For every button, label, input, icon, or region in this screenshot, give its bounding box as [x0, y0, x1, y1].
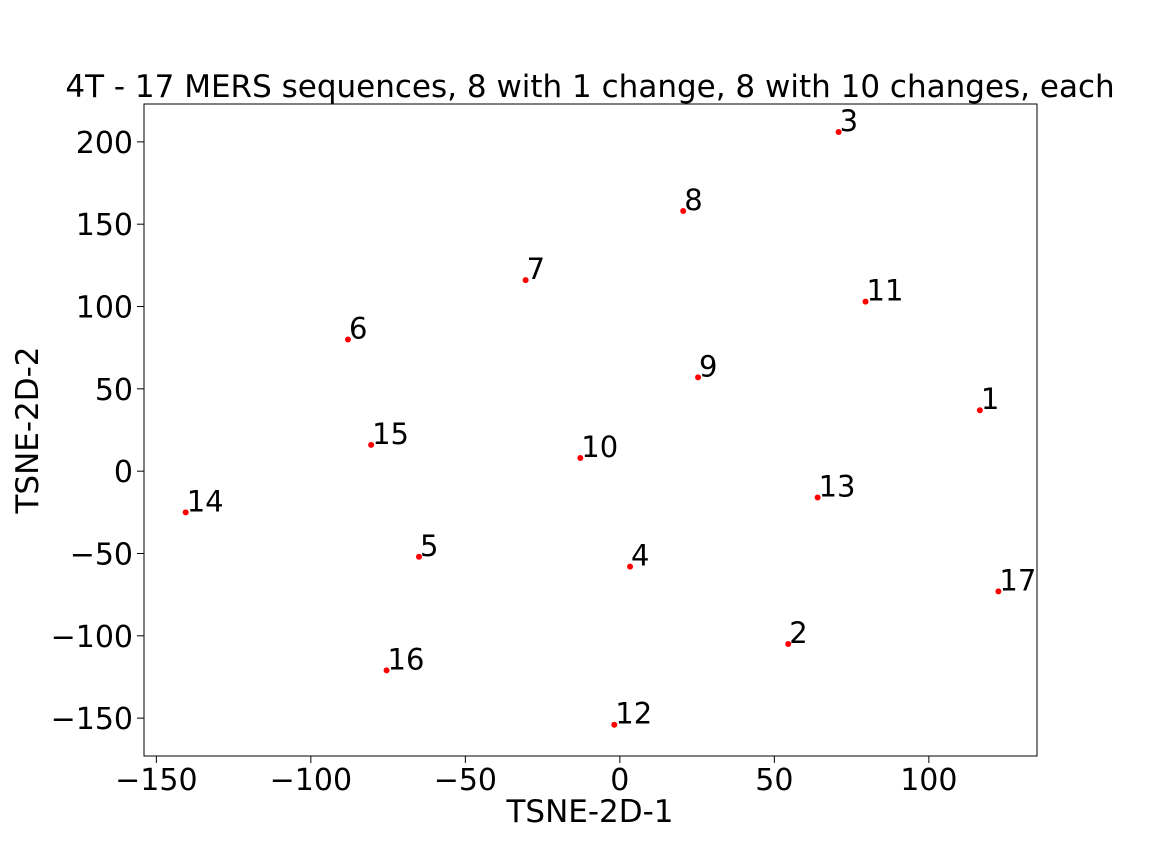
y-tick-label: 50 — [95, 373, 133, 408]
y-tick-label: −150 — [51, 702, 133, 737]
point-label: 12 — [615, 697, 652, 731]
point-label: 5 — [420, 529, 438, 563]
data-point — [995, 588, 1002, 595]
chart-title: 4T - 17 MERS sequences, 8 with 1 change,… — [65, 69, 1114, 105]
data-point — [695, 374, 702, 381]
x-tick-label: −50 — [434, 763, 497, 798]
x-axis: −150 −100 −50 0 50 100 — [115, 756, 957, 798]
y-tick-label: 0 — [114, 455, 133, 490]
y-tick-label: −100 — [51, 620, 133, 655]
point-label: 17 — [999, 563, 1036, 597]
point-label: 10 — [581, 430, 618, 464]
data-point — [522, 277, 529, 284]
point-label: 3 — [840, 104, 858, 138]
data-point — [182, 509, 189, 516]
x-axis-label: TSNE-2D-1 — [505, 794, 673, 830]
point-label: 13 — [819, 470, 856, 504]
data-point — [835, 128, 842, 135]
data-point — [976, 407, 983, 414]
point-label: 9 — [699, 349, 717, 383]
y-tick-label: −50 — [70, 537, 133, 572]
point-label: 16 — [388, 642, 425, 676]
data-point — [383, 667, 390, 674]
data-point — [862, 298, 869, 305]
point-label: 8 — [684, 183, 702, 217]
point-label: 4 — [631, 539, 649, 573]
point-label: 6 — [349, 311, 367, 345]
data-point — [627, 563, 634, 570]
point-label: 15 — [372, 417, 409, 451]
x-tick-label: 0 — [610, 763, 629, 798]
x-tick-label: −150 — [115, 763, 197, 798]
plot-area — [143, 103, 1038, 757]
data-point — [814, 494, 821, 501]
point-label: 11 — [867, 274, 904, 308]
x-tick-label: 50 — [755, 763, 793, 798]
point-label: 7 — [527, 252, 545, 286]
data-point — [577, 454, 584, 461]
data-point — [611, 721, 618, 728]
y-axis: −150 −100 −50 0 50 100 150 200 — [51, 126, 144, 737]
y-tick-label: 200 — [76, 126, 133, 161]
data-point — [344, 336, 351, 343]
y-tick-label: 100 — [76, 291, 133, 326]
data-point — [368, 441, 375, 448]
data-point — [785, 641, 792, 648]
y-tick-label: 150 — [76, 208, 133, 243]
x-tick-label: −100 — [270, 763, 352, 798]
point-label: 1 — [981, 382, 999, 416]
data-point — [416, 553, 423, 560]
y-axis-label: TSNE-2D-2 — [10, 346, 46, 514]
point-label: 2 — [789, 616, 807, 650]
point-label: 14 — [187, 484, 224, 518]
data-point — [680, 208, 687, 215]
x-tick-label: 100 — [900, 763, 957, 798]
